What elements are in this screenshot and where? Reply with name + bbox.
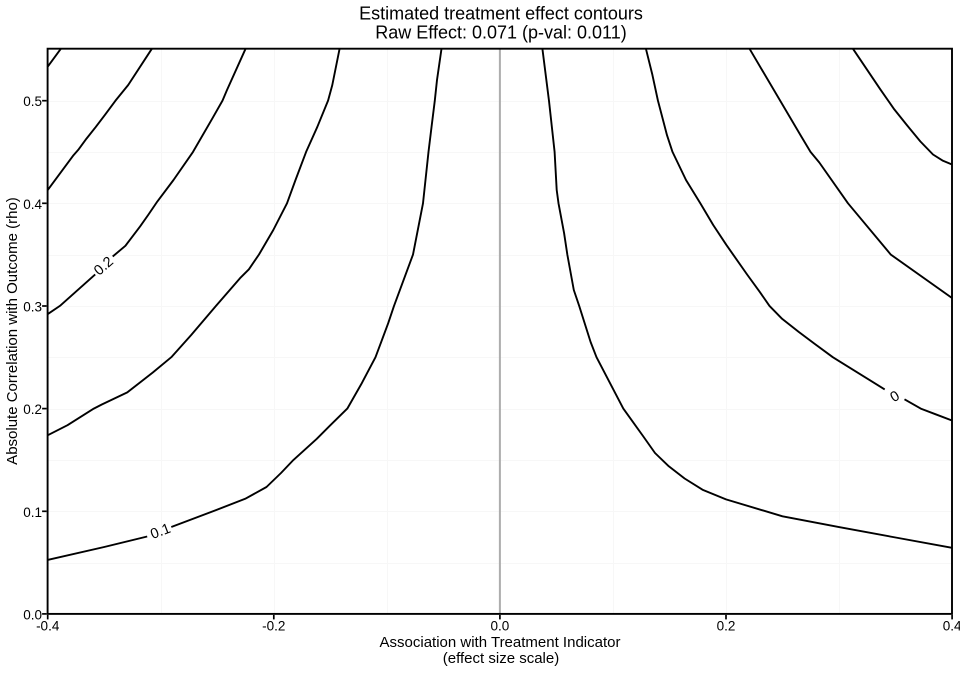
svg-text:0.5: 0.5 bbox=[23, 94, 42, 109]
svg-text:0.4: 0.4 bbox=[943, 619, 960, 634]
svg-text:-0.2: -0.2 bbox=[262, 619, 285, 634]
svg-text:0.0: 0.0 bbox=[491, 619, 510, 634]
svg-text:0.4: 0.4 bbox=[23, 197, 42, 212]
svg-text:0.2: 0.2 bbox=[717, 619, 736, 634]
svg-text:0.1: 0.1 bbox=[148, 521, 173, 543]
svg-text:0.1: 0.1 bbox=[23, 505, 42, 520]
svg-text:Absolute Correlation with Outc: Absolute Correlation with Outcome (rho) bbox=[4, 197, 21, 465]
svg-text:(effect size scale): (effect size scale) bbox=[443, 650, 559, 667]
svg-text:Raw Effect: 0.071 (p-val: 0.01: Raw Effect: 0.071 (p-val: 0.011) bbox=[375, 22, 626, 42]
svg-text:-0.4: -0.4 bbox=[36, 619, 60, 634]
svg-text:0.3: 0.3 bbox=[23, 300, 42, 315]
svg-text:Estimated treatment effect con: Estimated treatment effect contours bbox=[359, 4, 643, 24]
svg-text:0.0: 0.0 bbox=[23, 607, 42, 622]
svg-text:0.2: 0.2 bbox=[23, 402, 42, 417]
svg-text:Association with Treatment Ind: Association with Treatment Indicator bbox=[380, 634, 621, 651]
